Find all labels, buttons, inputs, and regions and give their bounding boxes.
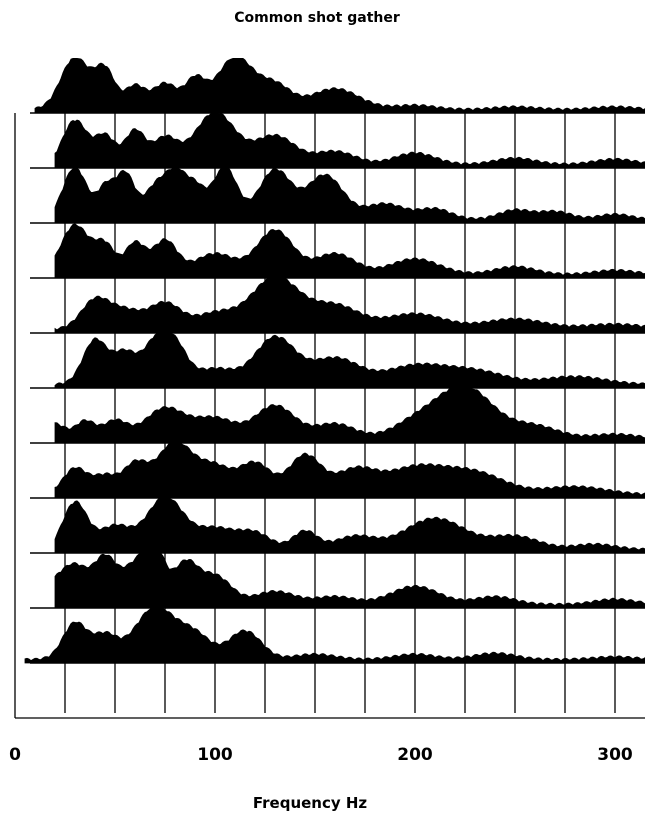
chart-title: Common shot gather — [234, 10, 400, 26]
x-tick-label: 300 — [597, 745, 633, 765]
trace-9 — [54, 498, 645, 554]
trace-11 — [24, 608, 645, 664]
trace-10 — [54, 553, 645, 609]
x-ticks: 0 100 200 300 — [9, 745, 633, 765]
trace-6 — [54, 333, 645, 389]
x-tick-label: 100 — [197, 745, 233, 765]
trace-1 — [34, 58, 645, 114]
trace-4 — [54, 223, 645, 279]
x-tick-label: 200 — [397, 745, 433, 765]
x-tick-label: 0 — [9, 745, 21, 765]
trace-8 — [54, 443, 645, 499]
trace-3 — [54, 167, 645, 224]
traces — [24, 58, 645, 664]
x-axis-label: Frequency Hz — [253, 794, 368, 812]
trace-5 — [54, 278, 645, 334]
trace-7 — [54, 388, 645, 444]
trace-2 — [54, 113, 645, 169]
